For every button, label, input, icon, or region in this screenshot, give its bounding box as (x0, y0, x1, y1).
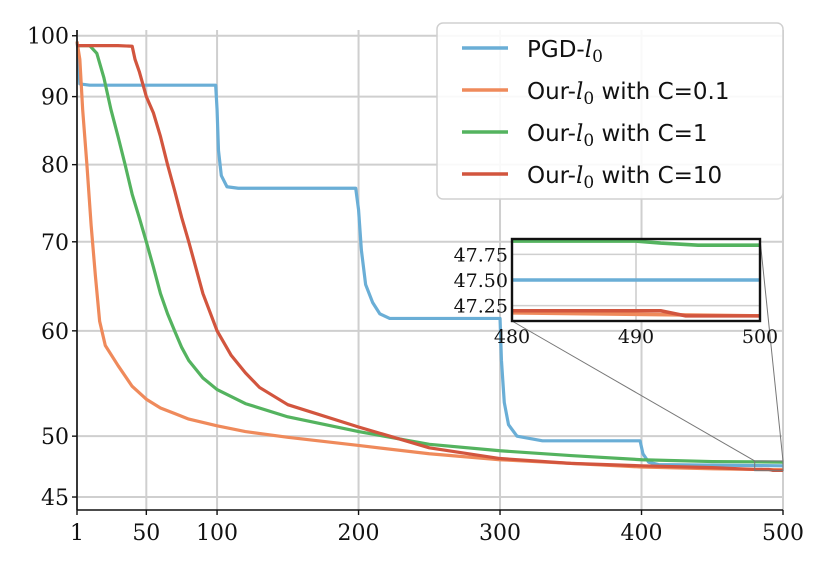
inset-y-tick-label: 47.25 (454, 296, 508, 318)
y-tick-label: 70 (41, 231, 69, 256)
legend-box (436, 22, 784, 200)
inset-series-line-3 (512, 308, 760, 318)
series-line-3 (77, 44, 783, 473)
y-tick-label: 45 (41, 486, 69, 511)
inset-y-tick-label: 47.50 (454, 270, 508, 292)
y-tick-label: 50 (41, 425, 69, 450)
series-lines (75, 41, 784, 473)
y-tick-label: 60 (41, 320, 69, 345)
tick-labels: 1 50 100 200 300 400 500 45 50 60 70 80 90 100 (27, 25, 804, 546)
inset-x-tick-label: 500 (742, 326, 778, 348)
legend-entry-2: Our-l0 with C=1 (527, 121, 708, 151)
legend-entry-1: Our-l0 with C=0.1 (527, 79, 729, 109)
x-tick-label: 50 (132, 521, 160, 546)
inset-x-tick-label: 490 (618, 326, 654, 348)
legend-entry-3: Our-l0 with C=10 (527, 163, 722, 193)
x-tick-label: 400 (621, 521, 663, 546)
x-tick-label: 100 (196, 521, 238, 546)
x-tick-label: 1 (70, 521, 84, 546)
inset-x-tick-label: 480 (494, 326, 530, 348)
inset-y-tick-label: 47.75 (454, 244, 508, 266)
legend: PGD-l0 Our-l0 with C=0.1 Our-l0 with C=1 Ou… (436, 22, 784, 200)
zoom-inset: 480 490 500 47.25 47.50 47.75 (454, 237, 784, 472)
legend-entry-0: PGD-l0 (527, 37, 603, 67)
x-tick-label: 300 (479, 521, 521, 546)
series-line-2 (77, 44, 784, 464)
inset-series-line-2 (512, 239, 760, 247)
inset-frame (510, 237, 762, 323)
y-tick-label: 100 (27, 25, 69, 50)
zoom-connector (511, 320, 755, 462)
zoom-connector (759, 238, 784, 461)
x-tick-label: 500 (762, 521, 804, 546)
zoom-region (754, 460, 784, 472)
y-tick-label: 90 (41, 86, 69, 111)
axes (72, 30, 784, 515)
x-tick-label: 200 (338, 521, 380, 546)
y-tick-label: 80 (41, 154, 69, 179)
series-line-0 (75, 41, 784, 468)
